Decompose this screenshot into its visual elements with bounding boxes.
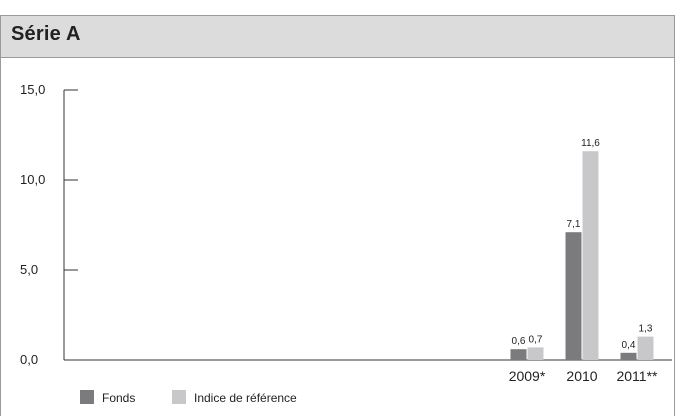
data-label: 0,7 [529,334,543,345]
bar-fonds-1 [565,232,582,360]
data-label: 0,6 [512,336,526,347]
panel-title: Série A [11,23,81,45]
legend-label-indice: Indice de référence [194,391,297,405]
bar-indice-1 [582,151,599,360]
x-category-label: 2009* [509,368,546,384]
legend-label-fonds: Fonds [102,391,135,405]
bar-indice-0 [527,347,544,360]
data-label: 0,4 [622,340,636,351]
chart-bars [510,151,654,360]
legend-swatch-indice [172,390,186,404]
y-tick-label: 15,0 [20,82,45,97]
x-category-label: 2011** [616,368,658,384]
panel-header: Série A [1,16,674,58]
bar-indice-2 [637,336,654,360]
chart-frame [0,15,675,416]
chart-axes: 15,0 10,0 5,0 0,0 [20,82,672,367]
legend-swatch-fonds [80,390,94,404]
data-label: 7,1 [567,219,581,230]
y-tick-label: 0,0 [20,352,38,367]
y-tick-label: 5,0 [20,262,38,277]
y-tick-label: 10,0 [20,172,45,187]
bar-fonds-2 [620,352,637,360]
chart-labels: 0,6 0,7 2009* 7,1 11,6 2010 0,41,3 2011** [509,138,658,384]
x-category-label: 2010 [566,368,597,384]
data-label: 11,6 [581,138,600,149]
bar-fonds-0 [510,349,527,360]
chart-legend: Fonds Indice de référence [80,390,297,405]
data-label: 1,3 [639,324,653,335]
